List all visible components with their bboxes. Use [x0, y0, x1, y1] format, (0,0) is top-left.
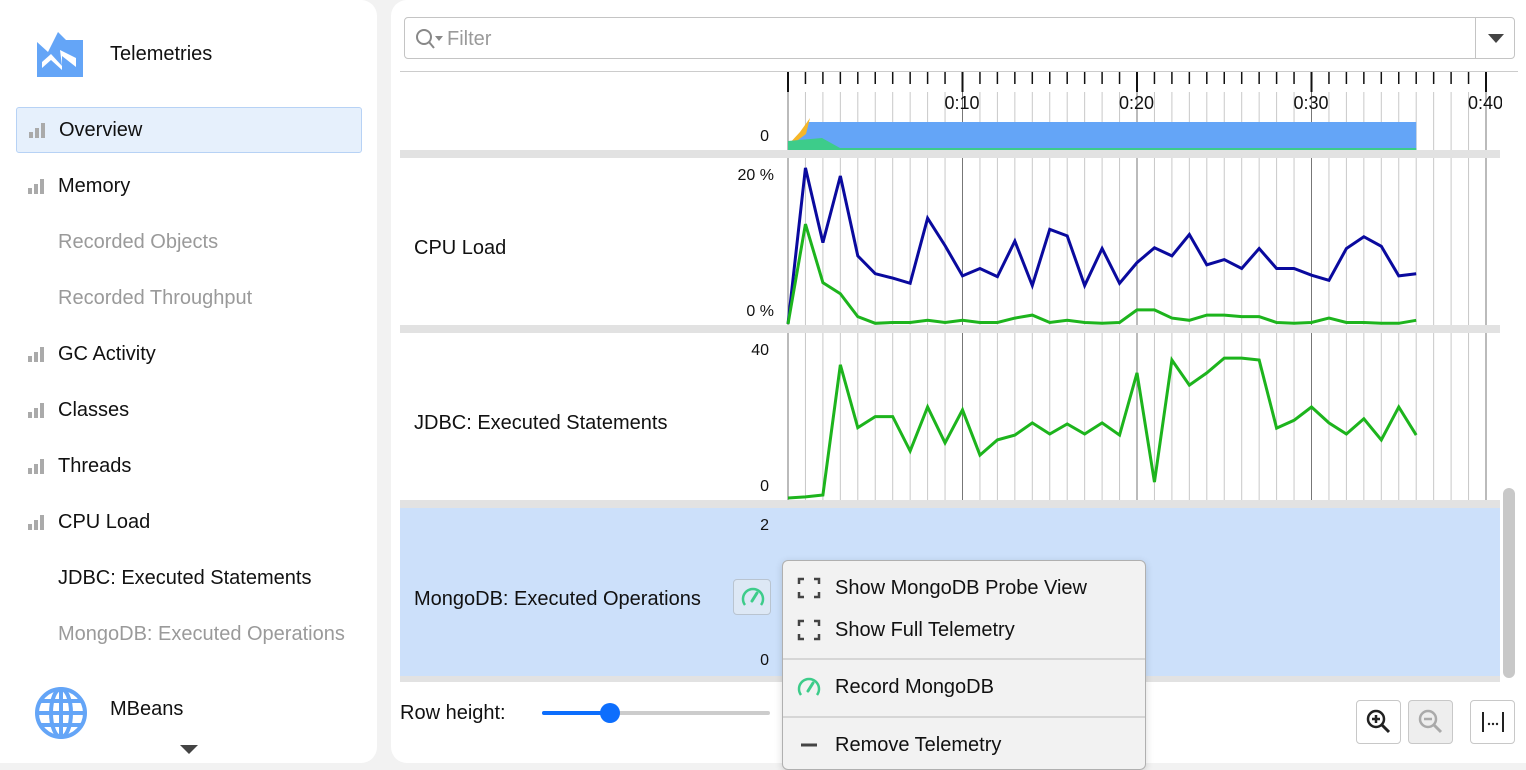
search-icon: [416, 29, 443, 49]
sidebar-item-mongodb-executed-operations[interactable]: MongoDB: Executed Operations: [16, 611, 362, 657]
zoom-in-icon: [1366, 709, 1390, 734]
menu-item-label: Show MongoDB Probe View: [835, 576, 1087, 599]
telemetries-logo-icon: [36, 32, 84, 78]
sidebar-item-recorded-objects[interactable]: Recorded Objects: [16, 219, 362, 265]
record-mongodb-button[interactable]: [733, 579, 771, 615]
mongodb-ymax: 2: [760, 517, 769, 534]
menu-item-show-probe-view[interactable]: Show MongoDB Probe View: [783, 568, 1145, 608]
context-menu: Show MongoDB Probe View Show Full Teleme…: [782, 560, 1146, 770]
row-separator: [400, 325, 1500, 333]
bar-chart-icon: [28, 346, 48, 362]
jdbc-ymax: 40: [751, 342, 769, 359]
sidebar-item-gc-activity[interactable]: GC Activity: [16, 331, 362, 377]
sidebar-item-classes[interactable]: Classes: [16, 387, 362, 433]
cpu-ymax: 20 %: [737, 167, 774, 184]
timeline-tick-label: 0:40: [1468, 93, 1502, 113]
row-height-slider[interactable]: [542, 703, 770, 723]
row-height-label: Row height:: [400, 702, 506, 724]
minus-icon: [801, 743, 817, 747]
bar-chart-icon: [28, 402, 48, 418]
sidebar-item-label: Recorded Objects: [58, 230, 219, 253]
overview-ymin: 0: [760, 128, 769, 145]
globe-icon: [34, 686, 88, 740]
timeline-tick-label: 0:20: [1119, 93, 1155, 113]
sidebar-item-label: JDBC: Executed Statements: [58, 566, 312, 589]
jdbc-statements-line: [787, 356, 1418, 500]
scroll-down-arrow-icon[interactable]: [180, 745, 198, 754]
mongodb-ymin: 0: [760, 652, 769, 669]
menu-item-label: Record MongoDB: [835, 675, 994, 698]
sidebar-item-label: Overview: [59, 118, 143, 141]
jdbc-ymin: 0: [760, 478, 769, 495]
sidebar-item-label: Threads: [58, 454, 132, 477]
bar-chart-icon: [28, 458, 48, 474]
filter-field[interactable]: [404, 17, 1515, 59]
zoom-out-button[interactable]: [1408, 700, 1453, 744]
gauge-icon: [741, 587, 765, 606]
sidebar-item-overview[interactable]: Overview: [16, 107, 362, 153]
expand-icon: [797, 619, 821, 641]
row-separator: [400, 500, 1500, 508]
row-label-jdbc[interactable]: JDBC: Executed Statements: [414, 412, 668, 434]
gauge-icon: [797, 677, 821, 696]
sidebar-item-label: Memory: [58, 174, 131, 197]
slider-thumb[interactable]: [600, 703, 621, 723]
bar-chart-icon: [28, 514, 48, 530]
menu-item-record-mongodb[interactable]: Record MongoDB: [783, 667, 1145, 707]
menu-item-remove-telemetry[interactable]: Remove Telemetry: [783, 725, 1145, 765]
vertical-scrollbar-thumb[interactable]: [1503, 488, 1515, 678]
divider: [400, 71, 1518, 72]
menu-separator: [783, 658, 1145, 660]
sidebar-item-label: Classes: [58, 398, 130, 421]
overview-area-green: [788, 138, 1417, 150]
expand-icon: [797, 577, 821, 599]
timeline-tick-label: 0:10: [944, 93, 980, 113]
menu-item-label: Show Full Telemetry: [835, 618, 1015, 641]
sidebar-title: Telemetries: [110, 43, 213, 65]
filter-input[interactable]: [447, 26, 1467, 52]
row-label-mongodb[interactable]: MongoDB: Executed Operations: [414, 588, 701, 610]
menu-item-label: Remove Telemetry: [835, 733, 1002, 756]
row-separator: [400, 150, 1500, 158]
sidebar-item-label: Recorded Throughput: [58, 286, 253, 309]
filter-dropdown-button[interactable]: [1475, 18, 1515, 58]
timeline-tick-label: 0:30: [1293, 93, 1329, 113]
chevron-down-icon: [1488, 34, 1504, 43]
cpu-total-line: [786, 167, 1417, 325]
sidebar-item-recorded-throughput[interactable]: Recorded Throughput: [16, 275, 362, 321]
row-label-cpu-load[interactable]: CPU Load: [414, 237, 507, 259]
sidebar-item-threads[interactable]: Threads: [16, 443, 362, 489]
bar-chart-icon: [29, 122, 49, 138]
sidebar: Telemetries Overview Memory Recorded Objec…: [0, 0, 377, 763]
menu-item-show-full-telemetry[interactable]: Show Full Telemetry: [783, 610, 1145, 650]
cpu-ymin: 0 %: [746, 303, 774, 320]
bar-chart-icon: [28, 178, 48, 194]
menu-separator: [783, 716, 1145, 718]
fit-width-button[interactable]: [1470, 700, 1515, 744]
sidebar-section-mbeans[interactable]: MBeans: [110, 698, 184, 720]
zoom-in-button[interactable]: [1356, 700, 1401, 744]
sidebar-item-jdbc-executed-statements[interactable]: JDBC: Executed Statements: [16, 555, 362, 601]
cpu-gc-line: [786, 223, 1417, 325]
sidebar-item-label: CPU Load: [58, 510, 151, 533]
sidebar-item-memory[interactable]: Memory: [16, 163, 362, 209]
zoom-out-icon: [1418, 709, 1442, 734]
sidebar-item-label: MongoDB: Executed Operations: [58, 622, 345, 645]
sidebar-item-cpu-load[interactable]: CPU Load: [16, 499, 362, 545]
sidebar-item-label: GC Activity: [58, 342, 156, 365]
overview-area-blue: [788, 122, 1417, 150]
fit-width-icon: [1481, 712, 1504, 732]
slider-fill: [542, 711, 611, 715]
